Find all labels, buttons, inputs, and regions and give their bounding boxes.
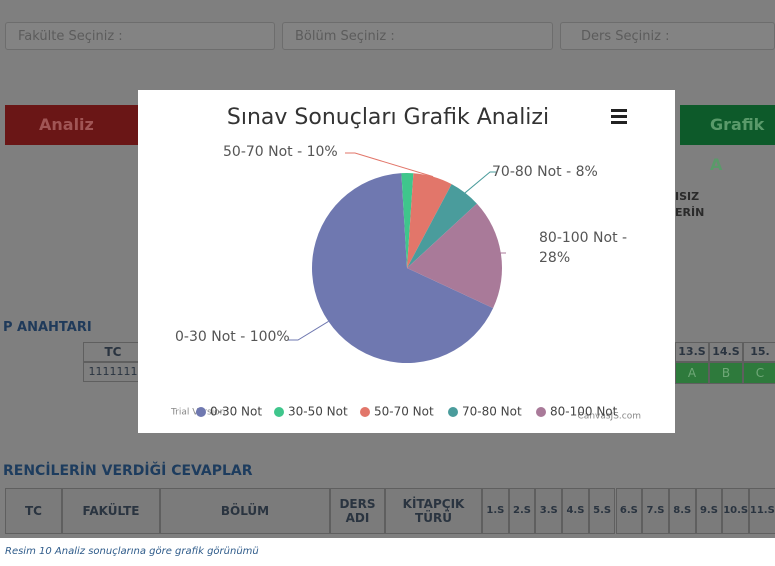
screenshot: Fakülte Seçiniz : Bölüm Seçiniz : Ders S…: [0, 0, 775, 538]
chart-title: Sınav Sonuçları Grafik Analizi: [227, 105, 549, 130]
key-cell: B: [709, 362, 743, 384]
answers-header-cell: 10.S: [722, 488, 749, 534]
data-label: 80-100 Not - 28%: [539, 230, 628, 266]
answers-header-cell: 4.S: [562, 488, 589, 534]
chart-button[interactable]: Grafik A: [680, 105, 775, 174]
legend-marker: [448, 407, 458, 417]
data-label: 0-30 Not - 100%: [175, 329, 290, 345]
legend-label: 50-70 Not: [374, 405, 434, 419]
chart: Sınav Sonuçları Grafik Analizi Trial Ver…: [170, 105, 641, 422]
leader-line: [464, 171, 496, 194]
legend-marker: [196, 407, 206, 417]
key-cell: A: [675, 362, 709, 384]
answers-header-cell: 5.S: [588, 488, 616, 534]
answers-header-cell: 6.S: [615, 488, 643, 534]
menu-icon[interactable]: [611, 109, 627, 124]
answers-header-cell: 2.S: [508, 488, 536, 534]
pie-slice: [407, 203, 502, 309]
legend-label: 0-30 Not: [210, 405, 262, 419]
pie-slice: [401, 173, 414, 268]
answers-header-cell: 1.S: [482, 488, 509, 534]
key-cell: 1111111: [83, 362, 143, 382]
course-select[interactable]: Ders Seçiniz :: [560, 22, 775, 50]
pie-slice: [407, 173, 452, 268]
legend-marker: [274, 407, 284, 417]
answers-header-cell: TC: [5, 488, 62, 534]
chart-modal: Sınav Sonuçları Grafik Analizi Trial Ver…: [138, 90, 675, 433]
answers-header-cell: 8.S: [668, 488, 696, 534]
answers-header-cell: 3.S: [535, 488, 563, 534]
key-header: 13.S: [675, 342, 709, 362]
caption: Resim 10 Analiz sonuçlarına göre grafik …: [5, 546, 259, 557]
department-select[interactable]: Bölüm Seçiniz :: [282, 22, 553, 50]
analyze-button[interactable]: Analiz: [5, 105, 138, 145]
watermark: CanvasJS.com: [578, 412, 641, 422]
legend-label: 30-50 Not: [288, 405, 348, 419]
faculty-select[interactable]: Fakülte Seçiniz :: [5, 22, 275, 50]
side-header: ERİN: [675, 206, 705, 219]
answers-header-cell: BÖLÜM: [160, 488, 330, 534]
legend-label: 80-100 Not: [550, 405, 618, 419]
answers-header-cell: 7.S: [642, 488, 669, 534]
answers-header-cell: 11.S: [749, 488, 775, 534]
leader-line: [288, 320, 329, 341]
data-label: 70-80 Not - 8%: [492, 164, 598, 180]
key-header: 15.: [743, 342, 775, 362]
answers-title: RENCİLERİN VERDİĞİ CEVAPLAR: [3, 463, 253, 479]
answers-header-cell: KİTAPÇIK TÜRÜ: [385, 488, 482, 534]
key-header: 14.S: [709, 342, 743, 362]
legend-marker: [536, 407, 546, 417]
legend-label: 70-80 Not: [462, 405, 522, 419]
side-header: ISIZ: [675, 190, 700, 203]
key-cell: C: [743, 362, 775, 384]
answer-key-title: P ANAHTARI: [3, 320, 92, 335]
pie-slice: [407, 184, 477, 268]
data-label: 50-70 Not - 10%: [223, 144, 338, 160]
answers-header-cell: 9.S: [695, 488, 723, 534]
legend-marker: [360, 407, 370, 417]
answers-header-cell: FAKÜLTE: [62, 488, 160, 534]
leader-line: [345, 152, 434, 178]
key-header: TC: [83, 342, 143, 362]
answers-header-cell: DERS ADI: [330, 488, 385, 534]
pie-slice: [312, 173, 494, 363]
